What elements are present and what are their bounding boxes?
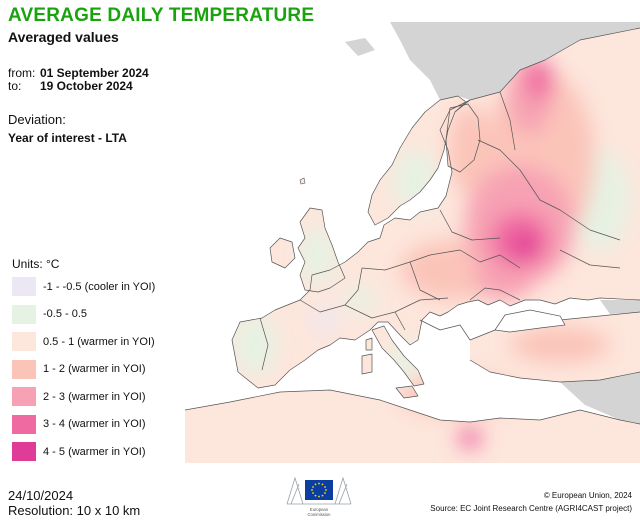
legend-item-label: 0.5 - 1 (warmer in YOI)	[43, 335, 155, 348]
issue-date: 24/10/2024	[8, 488, 74, 503]
eu-flag-icon	[305, 480, 333, 500]
from-date: 01 September 2024	[40, 66, 149, 80]
eu-stars-icon	[311, 482, 327, 498]
from-label: from:	[8, 66, 36, 80]
legend-swatch	[12, 359, 36, 379]
faroe-islands	[299, 177, 306, 185]
legend-item-label: -0.5 - 0.5	[43, 308, 88, 321]
outside-area	[600, 300, 640, 314]
legend-swatch	[12, 414, 36, 434]
logo-line1: European	[310, 507, 329, 512]
legend-item-label: 1 - 2 (warmer in YOI)	[43, 363, 146, 376]
source: Source: EC Joint Research Centre (AGRI4C…	[430, 504, 632, 513]
legend-item: -1 - -0.5 (cooler in YOI)	[12, 273, 155, 301]
outside-area	[345, 38, 375, 56]
legend-item: 4 - 5 (warmer in YOI)	[12, 438, 155, 466]
outside-area	[560, 372, 640, 424]
legend-item-label: 2 - 3 (warmer in YOI)	[43, 390, 146, 403]
to-row: to: 19 October 2024	[8, 79, 133, 93]
copyright: © European Union, 2024	[543, 491, 632, 500]
legend-item: -0.5 - 0.5	[12, 301, 155, 329]
deviation-label: Deviation:	[8, 112, 66, 127]
legend-swatch	[12, 304, 36, 324]
european-commission-logo: European Commission	[286, 476, 352, 517]
legend-item: 0.5 - 1 (warmer in YOI)	[12, 328, 155, 356]
legend-item: 3 - 4 (warmer in YOI)	[12, 411, 155, 439]
legend-swatch	[12, 387, 36, 407]
legend-units: Units: °C	[12, 257, 60, 271]
legend-item-label: -1 - -0.5 (cooler in YOI)	[43, 280, 156, 293]
black-sea	[494, 309, 566, 333]
logo-line2: Commission	[307, 512, 331, 517]
legend-item: 1 - 2 (warmer in YOI)	[12, 356, 155, 384]
outside-area	[390, 22, 640, 100]
legend-swatch	[12, 442, 36, 462]
resolution: Resolution: 10 x 10 km	[8, 503, 141, 518]
legend: -1 - -0.5 (cooler in YOI) -0.5 - 0.5 0.5…	[12, 273, 155, 466]
legend-item: 2 - 3 (warmer in YOI)	[12, 383, 155, 411]
legend-item-label: 4 - 5 (warmer in YOI)	[43, 445, 146, 458]
map-subtitle: Averaged values	[8, 29, 119, 45]
legend-item-label: 3 - 4 (warmer in YOI)	[43, 418, 146, 431]
from-row: from: 01 September 2024	[8, 66, 149, 80]
to-date: 19 October 2024	[40, 79, 133, 93]
map-title: AVERAGE DAILY TEMPERATURE	[8, 5, 315, 26]
to-label: to:	[8, 79, 22, 93]
legend-swatch	[12, 277, 36, 297]
legend-swatch	[12, 332, 36, 352]
europe-temperature-map	[185, 22, 640, 463]
deviation-value: Year of interest - LTA	[8, 131, 127, 145]
